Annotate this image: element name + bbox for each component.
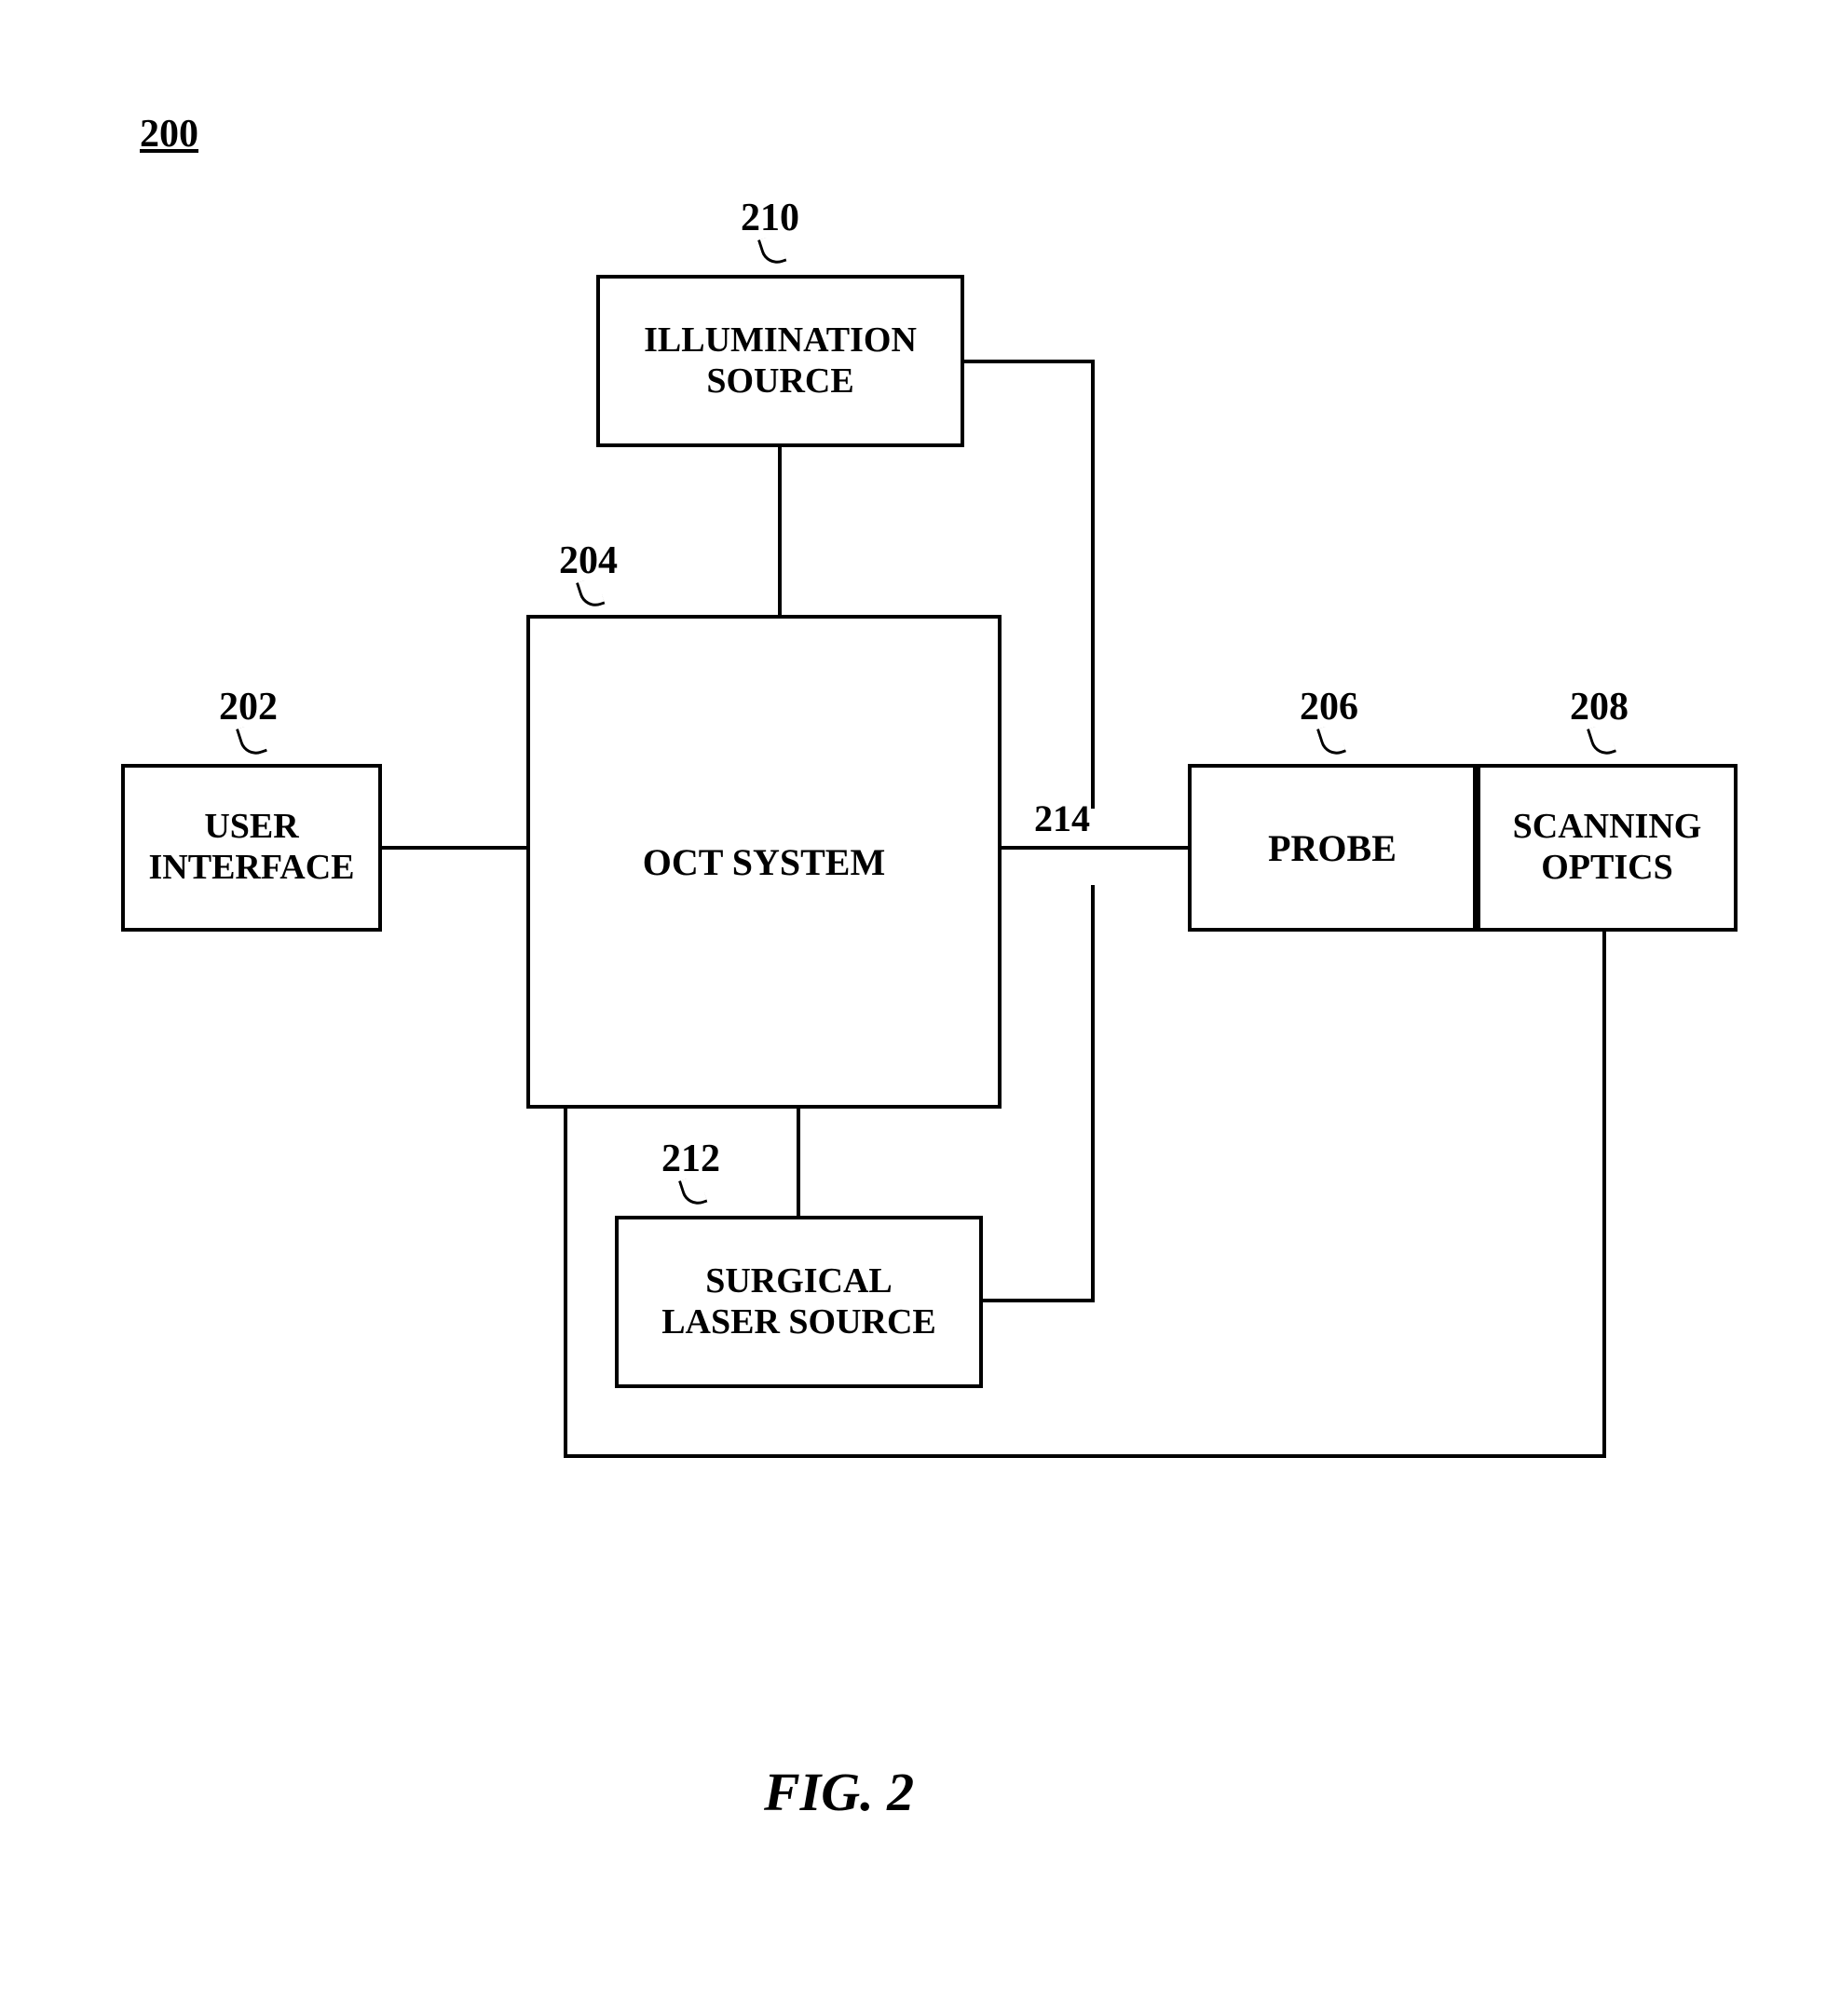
figure-caption: FIG. 2 [764,1761,914,1823]
box-illumination-source: ILLUMINATION SOURCE [596,275,964,447]
box-surgical-laser: SURGICAL LASER SOURCE [615,1216,983,1388]
edge-feedback-v1 [564,1109,567,1458]
label-probe: PROBE [1268,826,1397,870]
label-user-interface: USER INTERFACE [149,807,355,888]
box-oct-system: OCT SYSTEM [526,615,1002,1109]
edge-oct-probe [1002,846,1188,850]
label-surgical-laser: SURGICAL LASER SOURCE [661,1261,936,1342]
edge-illum-right-v [1091,360,1095,809]
ref-214: 214 [1034,797,1090,840]
label-scanning-optics: SCANNING OPTICS [1513,807,1702,888]
edge-ui-oct [382,846,526,850]
ref-oct-system: 204 [559,538,618,583]
ref-main: 200 [140,112,198,157]
box-scanning-optics: SCANNING OPTICS [1477,764,1738,932]
ref-probe: 206 [1300,685,1358,729]
ref-scanning-optics: 208 [1570,685,1629,729]
ref-illumination-source: 210 [741,196,799,240]
edge-illum-right-h [964,360,1095,363]
edge-surgical-oct [797,1109,800,1216]
edge-illum-oct [778,447,782,615]
box-probe: PROBE [1188,764,1477,932]
diagram-canvas: 200 USER INTERFACE 202 OCT SYSTEM 204 IL… [0,0,1840,2016]
figure-caption-text: FIG. 2 [764,1762,914,1822]
label-illumination-source: ILLUMINATION SOURCE [644,320,917,402]
label-oct-system: OCT SYSTEM [643,840,885,884]
edge-feedback-v2 [1602,932,1606,1458]
box-user-interface: USER INTERFACE [121,764,382,932]
ref-surgical-laser: 212 [661,1137,720,1181]
ref-user-interface: 202 [219,685,278,729]
edge-surgical-right-v [1091,885,1095,1302]
edge-surgical-right-h [983,1299,1095,1302]
edge-feedback-h [564,1454,1606,1458]
ref-main-text: 200 [140,113,198,156]
